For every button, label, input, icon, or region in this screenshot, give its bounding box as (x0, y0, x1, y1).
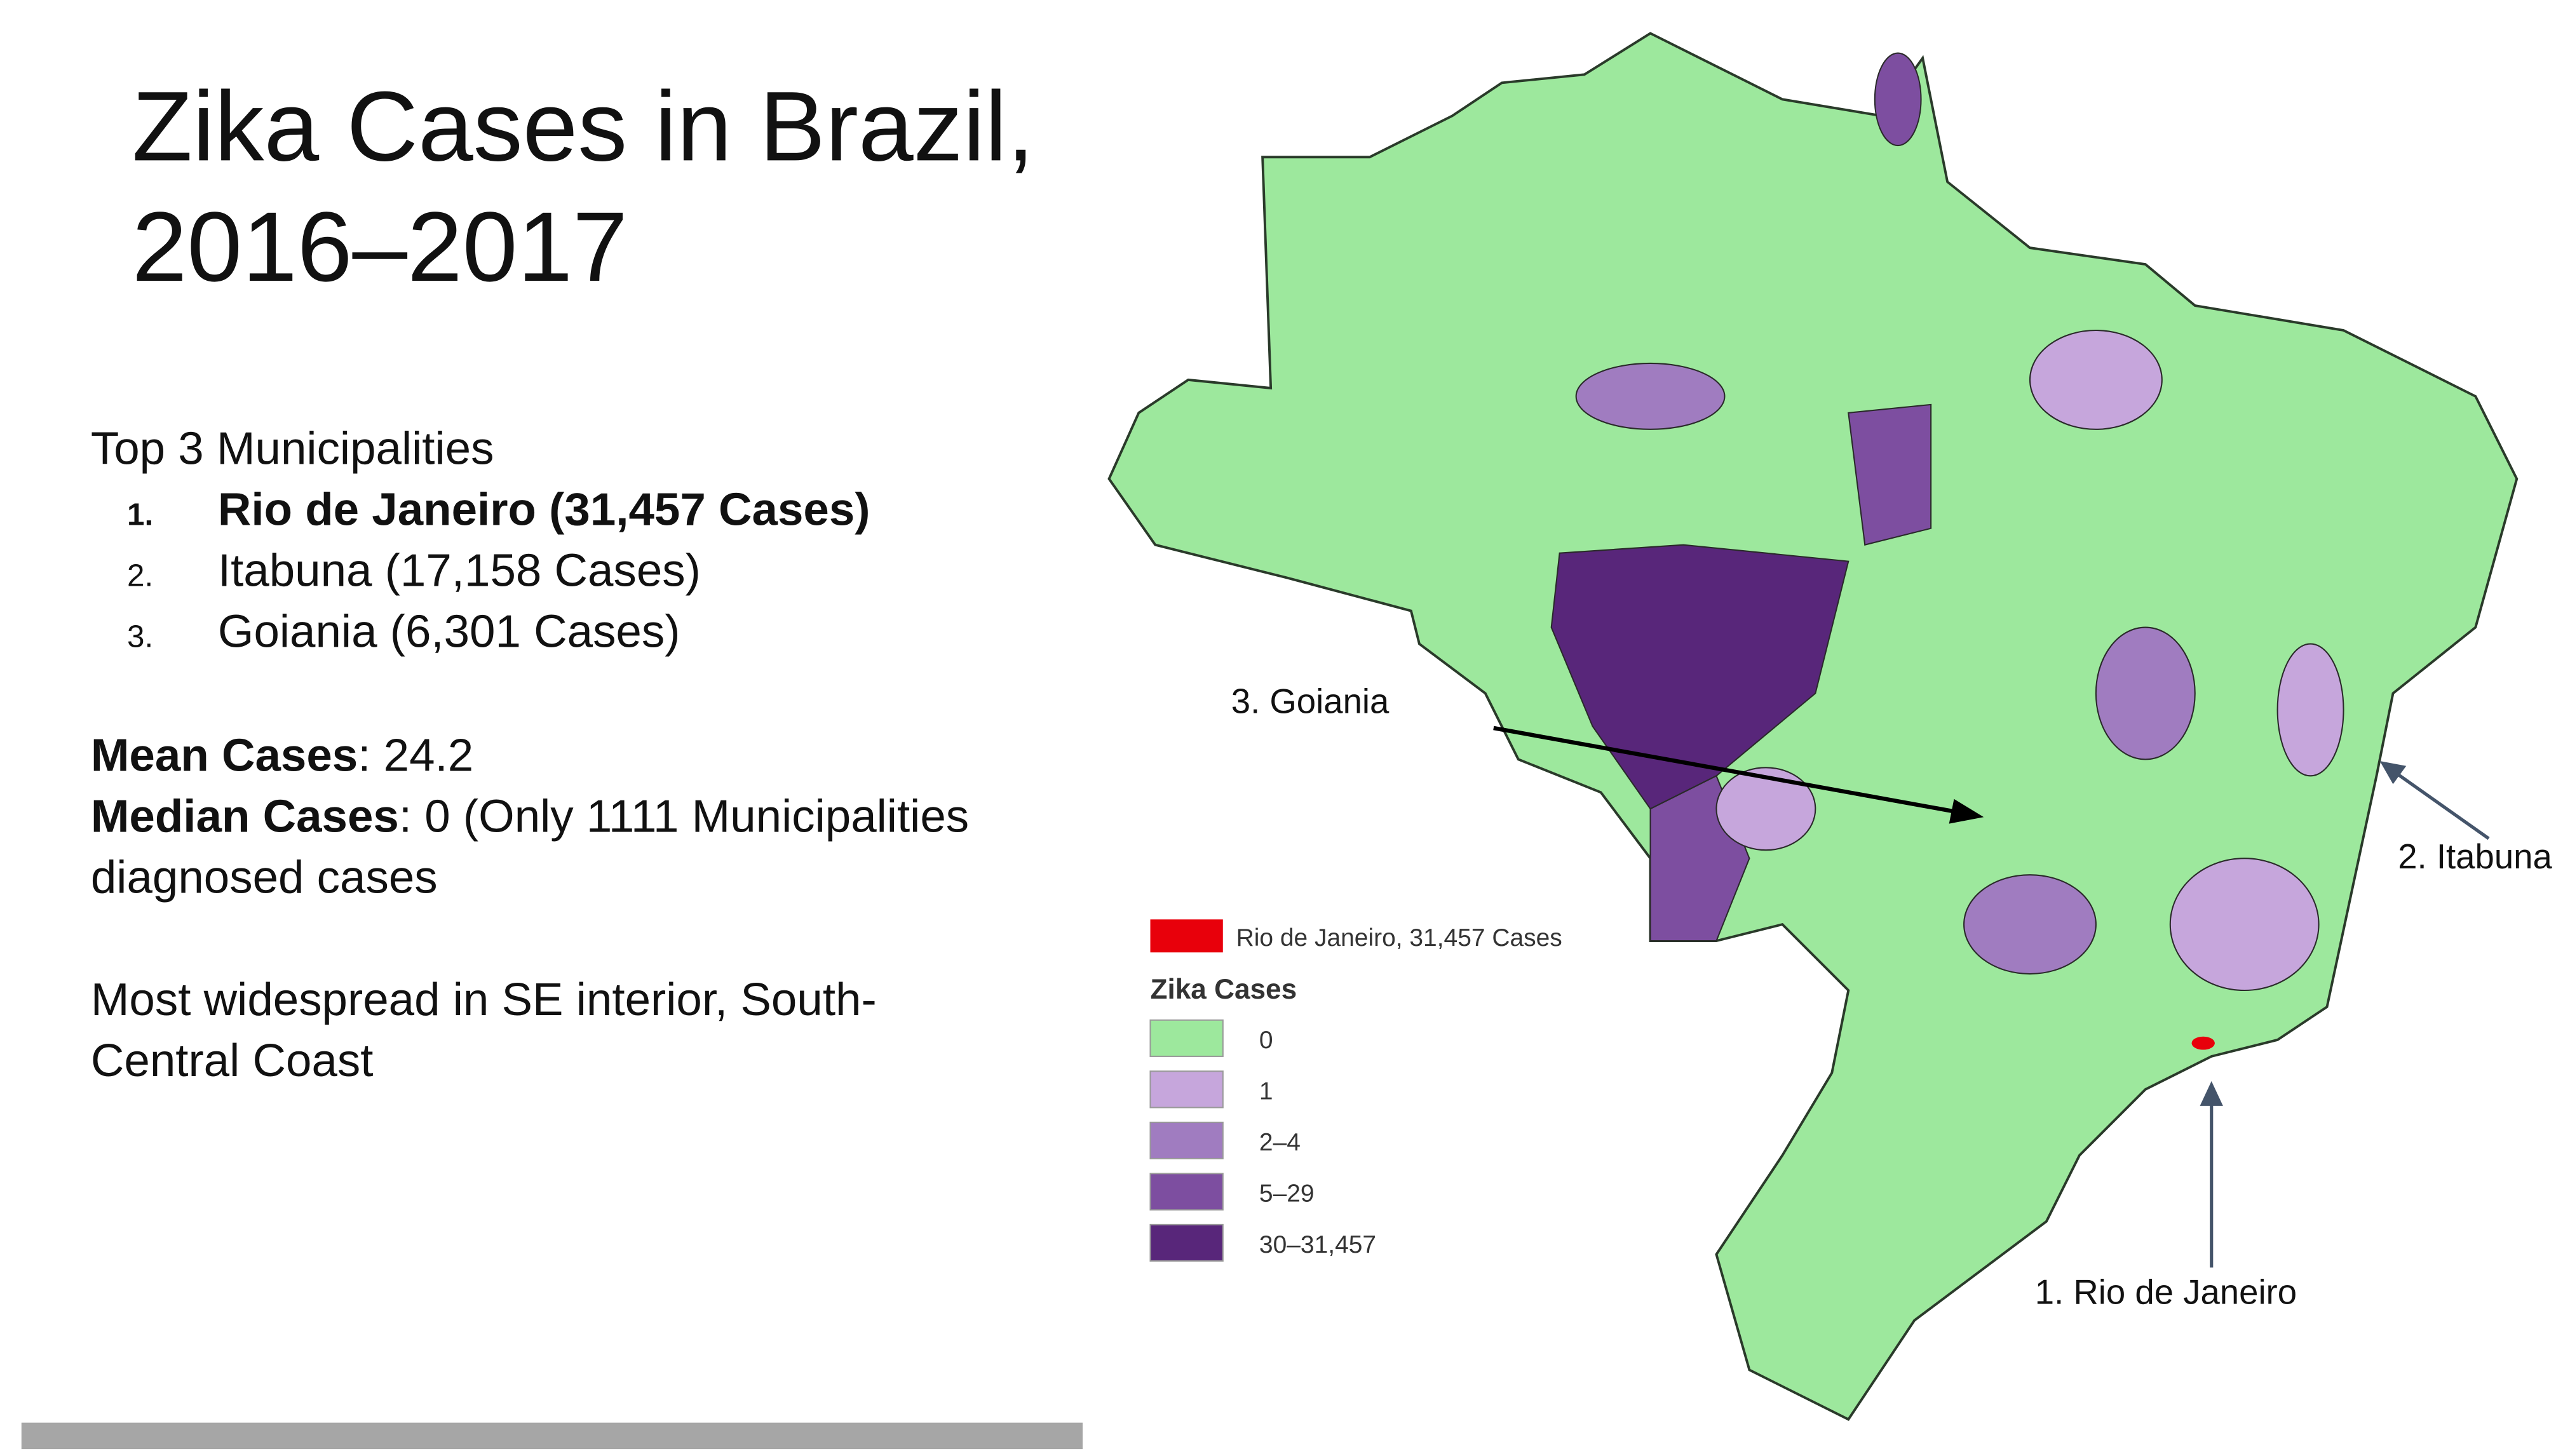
map-highlight (2191, 1036, 2215, 1050)
map-region (1715, 767, 1816, 851)
stat-line: Median Cases: 0 (Only 1111 Municipalitie… (91, 791, 969, 842)
legend-swatch (1149, 1223, 1224, 1262)
annotation: 1. Rio de Janeiro (2035, 1273, 2297, 1312)
map-region (1575, 362, 1726, 430)
note-line: Central Coast (91, 1035, 374, 1086)
arrow-head (2379, 760, 2407, 785)
stat-line: Mean Cases: 24.2 (91, 730, 473, 781)
stat-text: : 0 (Only 1111 Municipalities (399, 791, 969, 842)
legend-swatch (1149, 1070, 1224, 1109)
footer-bar (21, 1422, 1083, 1450)
legend-label: 30–31,457 (1259, 1231, 1376, 1258)
legend-swatch (1149, 1173, 1224, 1211)
top-list: 1. Rio de Janeiro (31,457 Cases) 2. Itabuna… (127, 484, 870, 657)
map-region (2095, 626, 2196, 760)
map-region (2276, 643, 2344, 777)
legend-label: Rio de Janeiro, 31,457 Cases (1236, 924, 1562, 952)
map-region (2169, 858, 2320, 992)
legend-swatch (1149, 1019, 1224, 1057)
map-country (1107, 32, 2519, 1421)
list-number: 1. (127, 497, 153, 532)
legend-label: 0 (1259, 1027, 1273, 1054)
stat-label: Median Cases (91, 791, 399, 842)
title-line: 2016–2017 (132, 192, 628, 302)
list-item: Goiania (6,301 Cases) (218, 606, 680, 657)
map-region (2029, 329, 2163, 430)
list-item: Itabuna (17,158 Cases) (218, 545, 701, 597)
arrow-line (1493, 725, 1968, 816)
legend-label: 1 (1259, 1077, 1273, 1105)
stat-text: : 24.2 (358, 730, 473, 781)
legend-swatch (1150, 919, 1223, 953)
list-item: Rio de Janeiro (31,457 Cases) (218, 484, 870, 536)
list-number: 2. (127, 558, 153, 593)
legend-swatch (1149, 1121, 1224, 1160)
map (1107, 32, 2519, 1421)
title-line: Zika Cases in Brazil, (132, 71, 1034, 182)
list-heading: Top 3 Municipalities (91, 422, 494, 474)
legend-label: 5–29 (1259, 1180, 1315, 1207)
legend: Rio de Janeiro, 31,457 Cases Zika Cases … (1149, 919, 1562, 1262)
stat-line: diagnosed cases (91, 852, 438, 903)
list-number: 3. (127, 619, 153, 654)
legend-label: 2–4 (1259, 1129, 1301, 1156)
annotation: 3. Goiania (1231, 682, 1390, 721)
note-line: Most widespread in SE interior, South- (91, 974, 877, 1025)
annotation: 2. Itabuna (2398, 837, 2552, 876)
legend-title: Zika Cases (1150, 974, 1297, 1005)
arrow-line (2391, 769, 2490, 840)
map-region (1874, 52, 1922, 147)
map-region (1848, 403, 1932, 546)
map-region (1963, 874, 2097, 975)
arrow-head (2200, 1081, 2223, 1106)
stat-label: Mean Cases (91, 730, 358, 781)
arrow-head (1949, 799, 1984, 824)
